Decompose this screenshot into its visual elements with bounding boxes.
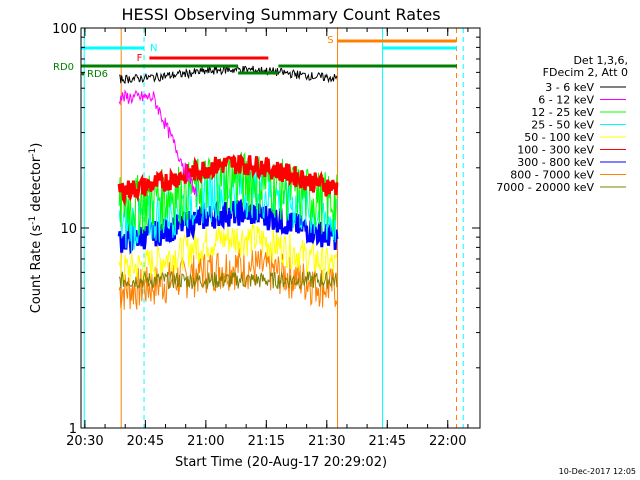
series-line-5 <box>117 153 339 207</box>
series-line-0 <box>119 64 338 85</box>
x-tick-label-2: 21:00 <box>187 434 224 449</box>
flag-label-2: F <box>137 53 143 64</box>
legend-label-6: 300 - 800 keV <box>517 156 594 169</box>
y-tick-label-0: 100 <box>52 22 77 37</box>
legend-label-3: 25 - 50 keV <box>531 119 594 132</box>
series-layer <box>117 64 339 310</box>
flag-bars: NF S RD0 RD6 <box>53 35 457 80</box>
legend-label-2: 12 - 25 keV <box>531 106 594 119</box>
flag-label-3: S <box>327 35 333 46</box>
y-tick-label-1: 10 <box>60 222 77 237</box>
legend-label-7: 800 - 7000 keV <box>510 169 594 182</box>
y-axis-label-sup: -1 <box>28 216 38 225</box>
axis-ticks: 20:30 20:45 21:00 21:15 21:30 21:45 22:00 100 10… <box>52 22 480 449</box>
legend-header-1: FDecim 2, Att 0 <box>543 66 628 79</box>
y-axis-label-tail: ) <box>29 143 44 148</box>
rd6-dot <box>81 72 85 76</box>
y-axis-label: Count Rate (s-1 detector-1) <box>28 143 44 314</box>
flag-label-4: RD0 <box>53 62 74 73</box>
y-axis-label-sup-2: -1 <box>28 148 38 157</box>
y-tick-label-2: 1 <box>69 422 77 437</box>
flag-label-0: N <box>150 43 157 54</box>
chart-title: HESSI Observing Summary Count Rates <box>121 5 440 24</box>
series-line-1 <box>118 89 198 197</box>
x-tick-label-3: 21:15 <box>248 434 285 449</box>
timestamp: 10-Dec-2017 12:05 <box>559 467 636 476</box>
x-tick-label-4: 21:30 <box>308 434 345 449</box>
flag-label-5: RD6 <box>87 69 108 80</box>
series-line-8 <box>118 270 338 291</box>
legend-label-0: 3 - 6 keV <box>545 81 594 94</box>
y-axis-label-main: Count Rate (s <box>29 225 44 314</box>
x-tick-label-0: 20:30 <box>66 434 103 449</box>
x-tick-label-5: 21:45 <box>369 434 406 449</box>
legend-label-4: 50 - 100 keV <box>524 131 594 144</box>
legend-label-5: 100 - 300 keV <box>517 144 594 157</box>
x-axis-label: Start Time (20-Aug-17 20:29:02) <box>175 455 387 470</box>
y-axis-label-mid: detector <box>29 156 44 216</box>
x-tick-label-6: 22:00 <box>429 434 466 449</box>
legend-header-0: Det 1,3,6, <box>573 54 628 67</box>
legend-label-8: 7000 - 20000 keV <box>496 181 594 194</box>
x-tick-label-1: 20:45 <box>127 434 164 449</box>
legend-label-1: 6 - 12 keV <box>538 94 594 107</box>
